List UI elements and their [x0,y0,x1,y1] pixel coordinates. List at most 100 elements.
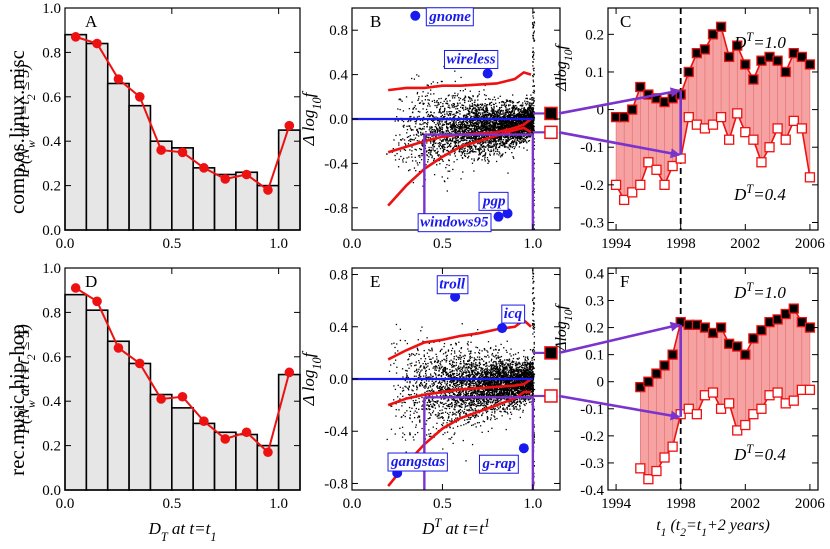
scatter-dot [505,111,508,114]
scatter-dot [498,122,501,124]
scatter-dot [457,122,460,124]
scatter-dot [484,160,486,162]
scatter-dot [519,130,522,132]
scatter-dot [519,135,521,137]
scatter-dot [481,145,483,148]
scatter-dot [418,162,421,164]
scatter-dot [474,146,477,149]
scatter-dot [458,128,460,130]
scatter-dot [447,142,449,144]
scatter-dot [402,157,405,160]
scatter-dot [532,76,534,78]
scatter-dot [459,121,461,123]
scatter-dot [429,132,432,134]
scatter-dot [466,145,469,148]
scatter-dot [475,121,477,123]
scatter-dot [467,344,469,346]
scatter-dot [497,114,499,117]
scatter-dot [443,180,446,182]
scatter-dot [515,121,518,123]
scatter-dot [417,155,420,157]
plot-frame [64,7,301,231]
scatter-dot [505,146,507,148]
scatter-dot [400,155,402,158]
scatter-dot [457,135,459,137]
scatter-dot [405,96,408,98]
scatter-dot [425,138,427,140]
scatter-dot [438,129,440,132]
scatter-dot [464,99,466,102]
scatter-dot [425,397,428,400]
scatter-dot [485,106,487,108]
scatter-dot [437,417,439,419]
scatter-dot [492,108,494,111]
scatter-dot [494,120,496,122]
scatter-dot [458,145,460,147]
scatter-dot [455,121,457,123]
scatter-dot [474,107,477,109]
scatter-dot [479,152,481,155]
scatter-dot [511,121,514,123]
scatter-dot [435,365,438,368]
scatter-dot [440,155,442,157]
scatter-dot [495,145,497,147]
scatter-dot [504,120,506,123]
scatter-dot [501,139,503,141]
scatter-dot [458,358,460,360]
scatter-dot [423,116,425,119]
scatter-dot [520,140,523,142]
scatter-dot [478,93,480,95]
scatter-dot [512,94,514,96]
scatter-dot [477,130,479,132]
scatter-dot [444,148,446,151]
scatter-dot [462,123,464,126]
scatter-dot [456,132,459,134]
scatter-dot [428,395,430,397]
scatter-dot [495,140,498,142]
scatter-dot [484,111,487,113]
scatter-dot [504,126,506,129]
scatter-dot [529,135,532,137]
scatter-dot [532,91,534,94]
scatter-dot [511,141,513,143]
scatter-dot [461,374,463,376]
scatter-dot [529,111,531,113]
scatter-dot [486,111,489,113]
scatter-dot [518,132,520,134]
scatter-dot [467,391,470,393]
scatter-dot [410,115,412,118]
scatter-dot [460,368,462,370]
scatter-dot [499,141,502,143]
scatter-dot [513,112,516,115]
scatter-dot [528,112,530,115]
scatter-dot [475,416,477,418]
scatter-dot [471,128,473,130]
prediction-point [113,74,124,84]
scatter-dot [421,155,423,157]
scatter-dot [462,136,464,139]
scatter-dot [454,432,456,434]
scatter-dot [430,142,432,144]
scatter-dot [446,100,448,102]
scatter-dot [492,355,495,357]
scatter-dot [472,150,474,152]
scatter-dot [421,396,423,399]
scatter-dot [518,130,521,133]
scatter-dot [492,111,494,113]
scatter-dot [449,107,451,109]
scatter-dot [512,136,514,139]
scatter-dot [477,124,480,126]
scatter-dot [445,131,448,133]
scatter-dot [533,22,536,24]
scatter-dot [475,128,478,130]
scatter-dot [450,149,452,151]
scatter-dot [522,119,524,121]
scatter-dot [510,124,512,126]
scatter-dot [527,107,530,109]
scatter-dot [416,162,418,164]
scatter-dot [454,80,456,83]
scatter-dot [437,150,439,153]
scatter-dot [452,126,455,128]
scatter-dot [529,123,531,126]
scatter-dot [453,140,456,143]
